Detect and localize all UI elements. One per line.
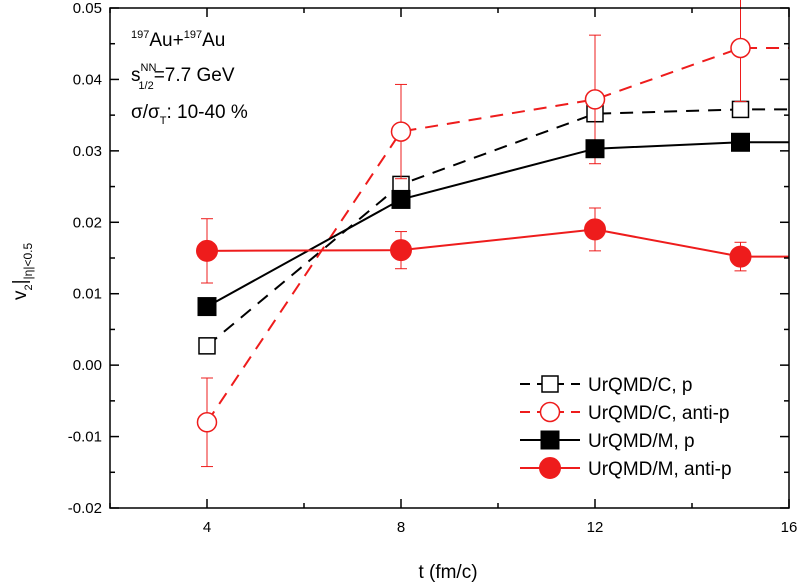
plot-marks [196, 0, 789, 468]
data-point [390, 239, 412, 262]
y-tick-label: 0.04 [73, 71, 102, 88]
legend-label: UrQMD/C, p [588, 375, 693, 396]
legend-entry: UrQMD/M, anti-p [520, 457, 732, 480]
data-point [584, 218, 606, 241]
y-tick-label: 0.02 [73, 214, 102, 231]
series-line [206, 141, 789, 308]
centrality-label: σ/σT: 10-40 % [131, 102, 248, 127]
series-0 [198, 100, 789, 355]
collision-system-label: 197Au+197Au [131, 29, 225, 51]
x-tick-label: 4 [203, 519, 211, 536]
series-line [206, 47, 789, 423]
series-line [206, 228, 789, 258]
legend-label: UrQMD/C, anti-p [588, 403, 729, 424]
data-point [198, 337, 216, 355]
y-tick-label: 0.03 [73, 143, 102, 160]
x-tick-label: 12 [587, 519, 604, 536]
y-tick-label: 0.01 [73, 286, 102, 303]
legend-marker [539, 401, 561, 423]
legend: UrQMD/C, p UrQMD/C, anti-p UrQMD/M, p UrQMD… [520, 375, 732, 480]
x-tick-label: 16 [781, 519, 798, 536]
series-1 [196, 0, 789, 468]
legend-entry: UrQMD/M, p [520, 430, 695, 452]
series-line [206, 108, 789, 347]
x-axis-title: t (fm/c) [418, 562, 477, 583]
legend-label: UrQMD/M, p [588, 431, 695, 452]
data-point [731, 132, 750, 152]
y-axis-title: v2||η|<0.5 [10, 243, 35, 300]
energy-label: sNN 1/2=7.7 GeV [131, 62, 235, 92]
legend-marker [539, 457, 561, 479]
data-point [585, 139, 605, 159]
legend-marker [541, 375, 559, 393]
legend-marker [540, 430, 560, 450]
data-point [391, 189, 411, 209]
data-point [197, 297, 217, 317]
data-point [731, 100, 750, 119]
legend-entry: UrQMD/C, anti-p [520, 401, 729, 424]
y-tick-label: 0.05 [73, 0, 102, 17]
data-point [196, 412, 218, 433]
legend-label: UrQMD/M, anti-p [588, 459, 732, 480]
data-point [390, 121, 412, 142]
series-3 [196, 207, 789, 284]
data-point [196, 239, 218, 262]
axis-ticks: -0.02 -0.01 0.00 0.01 0.02 0.03 0.04 0.05 4 8 12 16 [68, 0, 798, 536]
y-tick-label: -0.01 [68, 429, 102, 446]
data-point [729, 245, 752, 268]
data-point [584, 89, 606, 110]
y-tick-label: 0.00 [73, 357, 102, 374]
y-tick-label: -0.02 [68, 500, 102, 517]
series-2 [197, 132, 789, 317]
x-tick-label: 8 [397, 519, 405, 536]
legend-entry: UrQMD/C, p [520, 375, 693, 396]
data-point [730, 37, 751, 59]
